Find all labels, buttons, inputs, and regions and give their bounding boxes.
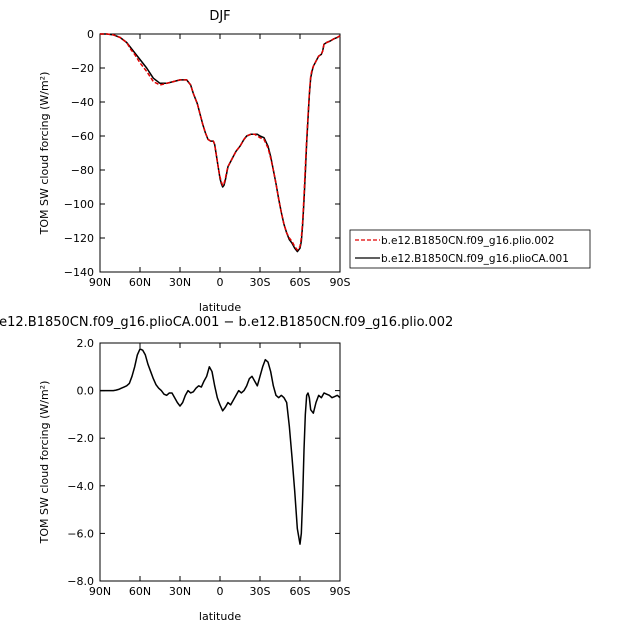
top-x-tick-label-6: 90S bbox=[330, 276, 351, 289]
legend-label-plio: b.e12.B1850CN.f09_g16.plio.002 bbox=[381, 235, 554, 247]
bottom-x-tick-label-1: 60N bbox=[129, 585, 151, 598]
top-panel: DJF 90N 60N 30N 0 30S 60S 90S 0 −20 −40 −60 −80 −100… bbox=[38, 9, 351, 314]
top-x-tick-label-1: 60N bbox=[129, 276, 151, 289]
top-x-tick-label-0: 90N bbox=[89, 276, 111, 289]
bottom-series-lines bbox=[100, 348, 341, 545]
top-y-tick-label-4: −80 bbox=[71, 164, 94, 177]
top-y-tick-label-5: −100 bbox=[64, 198, 94, 211]
bottom-series-line-0 bbox=[100, 348, 341, 545]
bottom-panel-title: b.e12.B1850CN.f09_g16.plioCA.001 − b.e12… bbox=[0, 315, 453, 330]
top-series-line-1 bbox=[100, 33, 341, 253]
bottom-axis-ticks: 90N 60N 30N 0 30S 60S 90S 2.0 0.0 −2.0 −4.0 −6.0 −8.… bbox=[67, 337, 350, 598]
bottom-x-tick-label-5: 60S bbox=[290, 585, 311, 598]
top-y-axis-label: TOM SW cloud forcing (W/m²) bbox=[38, 72, 51, 236]
bottom-y-tick-label-5: −8.0 bbox=[67, 575, 94, 588]
bottom-y-tick-label-0: 2.0 bbox=[77, 337, 95, 350]
top-x-axis-label: latitude bbox=[199, 301, 241, 314]
top-x-tick-label-5: 60S bbox=[290, 276, 311, 289]
bottom-y-tick-label-3: −4.0 bbox=[67, 480, 94, 493]
top-y-tick-label-0: 0 bbox=[87, 28, 94, 41]
legend: b.e12.B1850CN.f09_g16.plio.002 b.e12.B18… bbox=[349, 229, 591, 269]
bottom-x-tick-label-3: 0 bbox=[217, 585, 224, 598]
top-y-tick-label-2: −40 bbox=[71, 96, 94, 109]
top-y-tick-label-6: −120 bbox=[64, 232, 94, 245]
top-x-tick-label-3: 0 bbox=[217, 276, 224, 289]
bottom-x-tick-label-6: 90S bbox=[330, 585, 351, 598]
bottom-panel: b.e12.B1850CN.f09_g16.plioCA.001 − b.e12… bbox=[0, 315, 453, 623]
top-series-lines bbox=[100, 33, 341, 253]
legend-box bbox=[349, 229, 591, 269]
bottom-y-tick-label-4: −6.0 bbox=[67, 527, 94, 540]
bottom-x-tick-label-4: 30S bbox=[250, 585, 271, 598]
bottom-x-tick-label-2: 30N bbox=[169, 585, 191, 598]
top-series-line-0 bbox=[100, 33, 341, 251]
top-y-tick-label-7: −140 bbox=[64, 266, 94, 279]
top-panel-title: DJF bbox=[209, 9, 230, 24]
top-x-tick-label-2: 30N bbox=[169, 276, 191, 289]
bottom-y-tick-label-2: −2.0 bbox=[67, 432, 94, 445]
bottom-y-axis-label: TOM SW cloud forcing (W/m²) bbox=[38, 381, 51, 545]
bottom-y-tick-label-1: 0.0 bbox=[77, 385, 95, 398]
top-axis-ticks: 90N 60N 30N 0 30S 60S 90S 0 −20 −40 −60 −80 −100 −120… bbox=[64, 28, 351, 289]
top-plot-frame bbox=[99, 33, 341, 273]
bottom-x-axis-label: latitude bbox=[199, 610, 241, 623]
top-y-tick-label-1: −20 bbox=[71, 62, 94, 75]
top-y-tick-label-3: −60 bbox=[71, 130, 94, 143]
bottom-x-tick-label-0: 90N bbox=[89, 585, 111, 598]
legend-label-plioca: b.e12.B1850CN.f09_g16.plioCA.001 bbox=[381, 253, 569, 265]
top-x-tick-label-4: 30S bbox=[250, 276, 271, 289]
